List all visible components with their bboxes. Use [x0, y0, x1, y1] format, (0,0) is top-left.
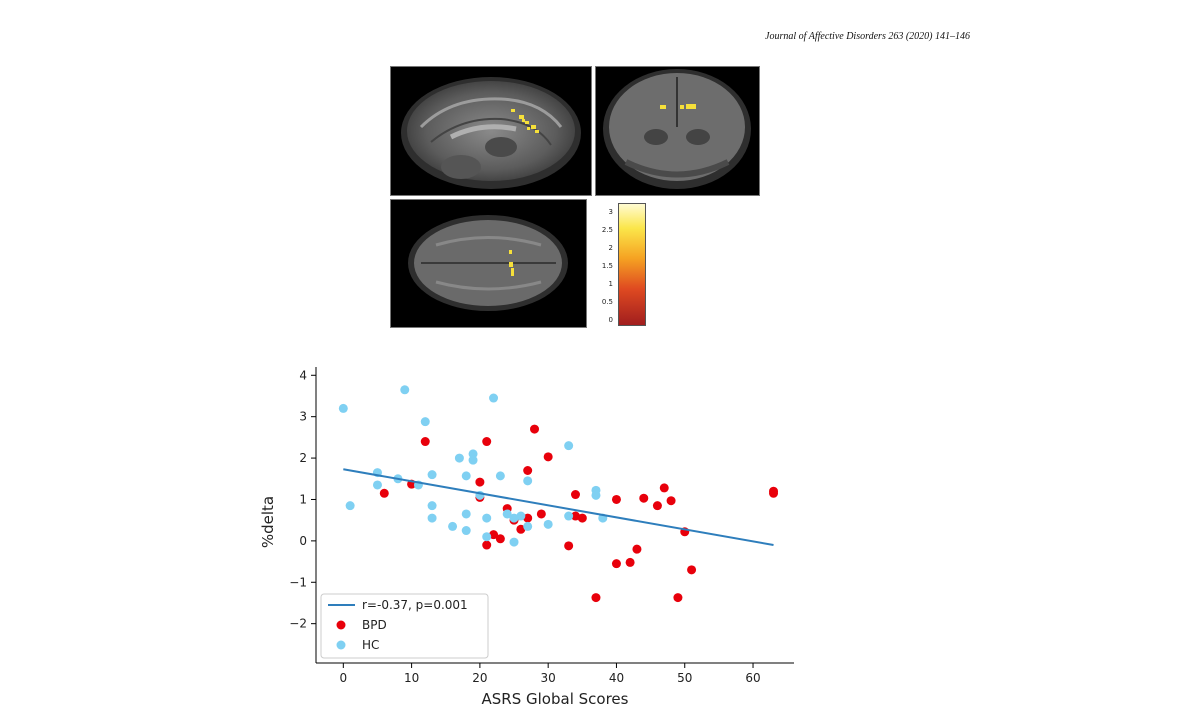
- hc-point: [427, 470, 437, 480]
- scatter-plot: −2 −1 0 1 2 3 4 0 10 20 30 40 50 60 %delta ASRS Glob…: [259, 367, 794, 708]
- hc-point: [338, 403, 348, 413]
- legend-bpd-swatch: [336, 620, 346, 630]
- bpd-point: [659, 483, 669, 493]
- bpd-point: [495, 534, 505, 544]
- intensity-colorbar: [618, 203, 646, 326]
- bpd-point: [482, 540, 492, 550]
- hc-point: [400, 385, 410, 395]
- legend-bpd-label: BPD: [362, 618, 387, 632]
- x-tick-label: 20: [472, 671, 487, 685]
- regression-line: [343, 468, 774, 546]
- bpd-point: [652, 501, 662, 511]
- legend-fit-label: r=-0.37, p=0.001: [362, 598, 468, 612]
- hc-point: [448, 521, 458, 531]
- y-tick-label: 2: [299, 451, 307, 465]
- bpd-point: [489, 530, 499, 540]
- legend-hc-label: HC: [362, 638, 379, 652]
- colorbar-tick-label: 3: [608, 208, 613, 216]
- y-tick-label: −1: [289, 575, 307, 589]
- bpd-point: [632, 544, 642, 554]
- x-tick-label: 60: [745, 671, 760, 685]
- hc-point: [468, 449, 478, 459]
- hc-point: [427, 513, 437, 523]
- colorbar-tick-label: 2: [608, 244, 613, 252]
- bpd-point: [611, 559, 621, 569]
- bpd-point: [379, 488, 389, 498]
- bpd-point: [639, 493, 649, 503]
- y-tick-label: 4: [299, 368, 307, 382]
- bpd-point: [516, 524, 526, 534]
- bpd-point: [769, 488, 779, 498]
- colorbar-tick-label: 0: [608, 316, 613, 324]
- hc-point: [523, 476, 533, 486]
- hc-point: [523, 521, 533, 531]
- hc-point: [564, 511, 574, 521]
- y-tick-label: 3: [299, 410, 307, 424]
- hc-point: [543, 519, 553, 529]
- bpd-point: [687, 565, 697, 575]
- hc-point: [482, 532, 492, 542]
- bpd-point: [611, 494, 621, 504]
- hc-point: [461, 509, 471, 519]
- hc-point: [502, 509, 512, 519]
- brain-activation-figure: 3 2.5 2 1.5 1 0.5 0: [390, 66, 770, 331]
- bpd-point: [625, 557, 635, 567]
- bpd-point: [523, 513, 533, 523]
- bpd-point: [577, 513, 587, 523]
- hc-point: [509, 513, 519, 523]
- x-tick-label: 10: [404, 671, 419, 685]
- brain-axial-view: [390, 199, 587, 328]
- hc-point: [461, 471, 471, 481]
- bpd-point: [482, 437, 492, 447]
- journal-citation: Journal of Affective Disorders 263 (2020…: [765, 31, 970, 42]
- legend-hc-swatch: [336, 640, 346, 650]
- bpd-point: [591, 593, 601, 603]
- x-tick-label: 30: [541, 671, 556, 685]
- y-tick-label: 0: [299, 534, 307, 548]
- y-tick-label: 1: [299, 492, 307, 506]
- hc-point: [509, 537, 519, 547]
- hc-point: [489, 393, 499, 403]
- hc-point: [468, 455, 478, 465]
- y-axis-label: %delta: [259, 496, 277, 548]
- bpd-point: [523, 465, 533, 475]
- colorbar-tick-label: 2.5: [601, 226, 613, 234]
- bpd-point: [530, 424, 540, 434]
- hc-point: [454, 453, 464, 463]
- colorbar-tick-label: 1.5: [601, 262, 613, 270]
- hc-point: [591, 490, 601, 500]
- x-tick-label: 50: [677, 671, 692, 685]
- hc-point: [495, 471, 505, 481]
- hc-point: [516, 511, 526, 521]
- brain-coronal-view: [595, 66, 760, 196]
- hc-point: [564, 441, 574, 451]
- bpd-point: [543, 452, 553, 462]
- hc-point: [427, 501, 437, 511]
- bpd-point: [673, 593, 683, 603]
- x-tick-label: 0: [339, 671, 347, 685]
- bpd-point: [475, 477, 485, 487]
- colorbar-tick-label: 1: [608, 280, 613, 288]
- x-tick-label: 40: [609, 671, 624, 685]
- bpd-point: [570, 490, 580, 500]
- bpd-point: [666, 496, 676, 506]
- hc-point: [420, 417, 430, 427]
- colorbar-tick-label: 0.5: [601, 298, 613, 306]
- hc-point: [345, 501, 355, 511]
- hc-point: [372, 480, 382, 490]
- bpd-point: [420, 437, 430, 447]
- legend: r=-0.37, p=0.001 BPD HC: [320, 593, 489, 659]
- x-axis-label: ASRS Global Scores: [482, 690, 629, 708]
- hc-point: [461, 526, 471, 536]
- y-tick-label: −2: [289, 617, 307, 631]
- bpd-point: [536, 509, 546, 519]
- bpd-point: [570, 511, 580, 521]
- bpd-point: [564, 541, 574, 551]
- brain-sagittal-view: [390, 66, 592, 196]
- hc-point: [482, 513, 492, 523]
